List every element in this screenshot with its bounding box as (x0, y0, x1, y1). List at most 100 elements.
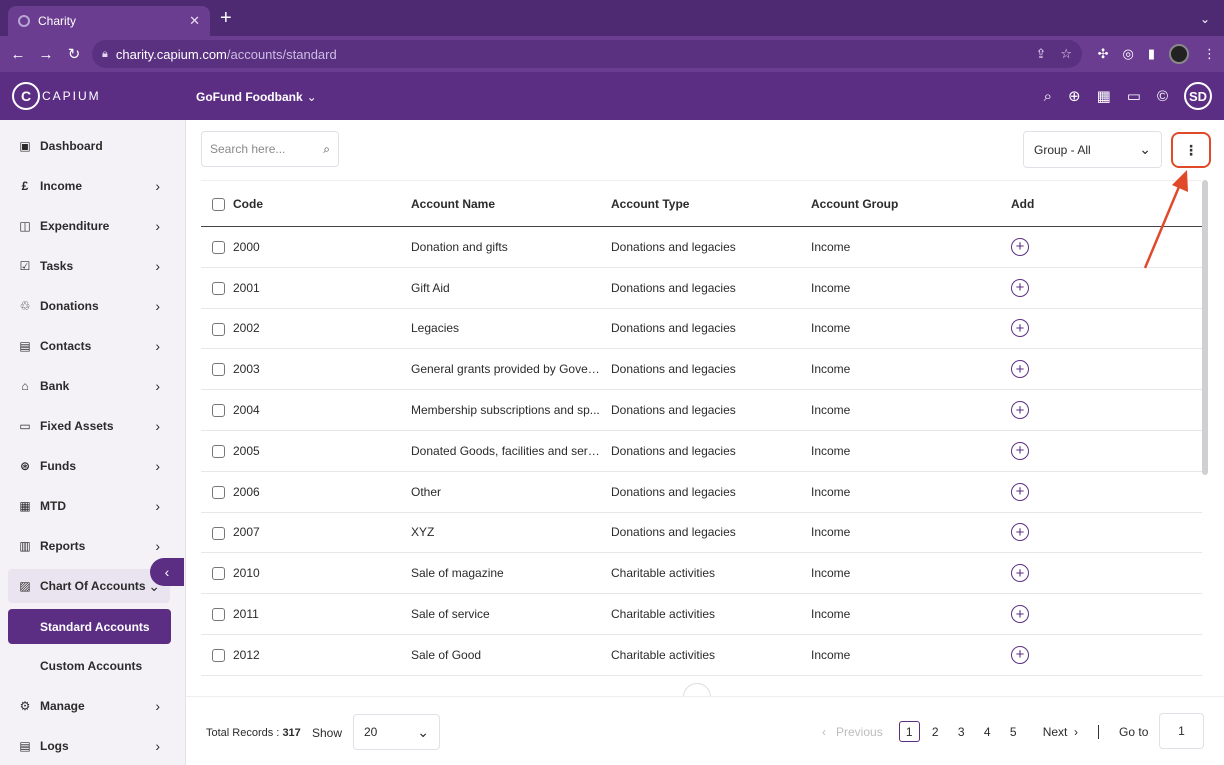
row-checkbox[interactable] (212, 608, 225, 622)
add-icon[interactable]: + (1011, 441, 1029, 460)
capium-c-icon[interactable]: © (1156, 87, 1168, 105)
profile-avatar-icon[interactable] (1169, 44, 1189, 64)
chevron-right-icon: › (155, 458, 160, 474)
page-size-select[interactable]: 20 ⌄ (353, 714, 440, 750)
table-scrollbar[interactable] (1202, 180, 1208, 475)
table-row[interactable]: 2000 Donation and gifts Donations and lega… (201, 227, 1202, 268)
add-circle-icon[interactable]: ⊕ (1067, 88, 1081, 105)
browser-menu-icon[interactable]: ⋮ (1203, 46, 1216, 61)
add-icon[interactable]: + (1011, 360, 1029, 379)
table-row[interactable]: 2011 Sale of service Charitable activities… (201, 594, 1202, 635)
select-all-checkbox[interactable] (212, 197, 225, 211)
chevron-right-icon: › (155, 298, 160, 314)
row-checkbox[interactable] (212, 404, 225, 418)
back-icon[interactable]: ← (10, 45, 26, 63)
org-switcher[interactable]: GoFund Foodbank ⌄ (196, 90, 317, 104)
address-bar[interactable]: 🔒︎ charity.capium.com/accounts/standard … (92, 40, 1082, 68)
row-checkbox[interactable] (212, 567, 225, 581)
sidebar-item-mtd[interactable]: ▦ MTD › (19, 498, 160, 514)
add-icon[interactable]: + (1011, 401, 1029, 420)
search-input[interactable] (210, 142, 310, 156)
next-page-button[interactable]: Next › (1042, 724, 1079, 739)
goto-page-input[interactable]: 1 (1159, 713, 1204, 749)
row-checkbox[interactable] (212, 322, 225, 336)
add-icon[interactable]: + (1011, 564, 1029, 583)
add-icon[interactable]: + (1011, 319, 1029, 338)
sidebar-item-tasks[interactable]: ☑ Tasks › (19, 258, 160, 274)
forward-icon[interactable]: → (38, 45, 54, 63)
column-header-account-group[interactable]: Account Group (811, 196, 899, 211)
reload-icon[interactable]: ↻ (67, 46, 81, 63)
page-5-button[interactable]: 5 (1009, 724, 1017, 739)
table-row[interactable]: 2003 General grants provided by Gover... D… (201, 349, 1202, 391)
add-icon[interactable]: + (1011, 278, 1029, 297)
sidebar-item-bank[interactable]: ⌂ Bank › (8, 369, 170, 403)
close-tab-icon[interactable]: ✕ (189, 13, 200, 28)
row-checkbox[interactable] (212, 445, 225, 459)
account-group: Income (811, 239, 851, 254)
apps-grid-icon[interactable]: ▦ (1096, 88, 1111, 105)
page-2-button[interactable]: 2 (931, 724, 939, 739)
column-header-account-type[interactable]: Account Type (611, 196, 690, 211)
share-icon[interactable]: ⇪ (1035, 46, 1047, 61)
page-4-button[interactable]: 4 (983, 724, 991, 739)
sidebar-item-manage[interactable]: ⚙ Manage › (19, 698, 160, 714)
extension-icon[interactable]: ◎ (1122, 46, 1134, 61)
row-checkbox[interactable] (212, 526, 225, 540)
sidebar-item-reports[interactable]: ▥ Reports › (19, 538, 160, 554)
search-box[interactable]: ⌕ (201, 131, 339, 167)
capium-logo[interactable]: C CAPIUM (12, 82, 101, 110)
table-row[interactable]: 2002 Legacies Donations and legacies Income… (201, 309, 1202, 350)
more-options-button[interactable]: ⋮ (1171, 132, 1211, 168)
chevron-down-icon[interactable]: ⌄ (1199, 12, 1210, 26)
row-checkbox[interactable] (212, 363, 225, 377)
divider (1098, 724, 1100, 739)
page-3-button[interactable]: 3 (957, 724, 965, 739)
sidebar-item-logs[interactable]: ▤ Logs › (19, 738, 160, 754)
page-1-button[interactable]: 1 (898, 721, 920, 742)
row-checkbox[interactable] (212, 649, 225, 663)
collapse-sidebar-button[interactable]: ‹ (150, 558, 184, 586)
sidebar-item-standard-accounts[interactable]: Standard Accounts (8, 609, 171, 644)
previous-page-button[interactable]: ‹ Previous (822, 724, 883, 739)
table-row[interactable]: 2010 Sale of magazine Charitable activitie… (201, 553, 1202, 595)
add-icon[interactable]: + (1011, 645, 1029, 664)
search-icon[interactable]: ⌕ (1043, 87, 1052, 105)
group-select[interactable]: Group - All ⌄ (1023, 131, 1162, 168)
fixed-assets-icon: ▭ (19, 419, 31, 433)
row-checkbox[interactable] (212, 241, 225, 255)
ticket-icon[interactable]: ▭ (1126, 88, 1141, 105)
goto-label: Go to (1119, 724, 1149, 739)
user-avatar[interactable]: SD (1184, 82, 1212, 110)
column-header-account-name[interactable]: Account Name (411, 196, 496, 211)
table-row[interactable]: 2007 XYZ Donations and legacies Income + (201, 513, 1202, 554)
search-icon[interactable]: ⌕ (323, 141, 330, 156)
add-icon[interactable]: + (1011, 482, 1029, 501)
sidebar-item-expenditure[interactable]: ◫ Expenditure › (19, 218, 160, 234)
table-row[interactable]: 2005 Donated Goods, facilities and serv..… (201, 431, 1202, 472)
bookmark-star-icon[interactable]: ☆ (1060, 46, 1072, 61)
extensions-puzzle-icon[interactable]: ✣ (1097, 46, 1109, 61)
sidebar-item-contacts[interactable]: ▤ Contacts › (19, 338, 160, 354)
add-icon[interactable]: + (1011, 605, 1029, 624)
table-row[interactable]: 2012 Sale of Good Charitable activities Inc… (201, 635, 1202, 676)
sidebar-item-donations[interactable]: ♲ Donations › (19, 298, 160, 314)
row-checkbox[interactable] (212, 281, 225, 295)
row-checkbox[interactable] (212, 485, 225, 499)
sidebar-item-funds[interactable]: ⊛ Funds › (19, 458, 160, 474)
add-icon[interactable]: + (1011, 523, 1029, 542)
sidebar-item-income[interactable]: £ Income › (8, 169, 170, 203)
add-icon[interactable]: + (1011, 237, 1029, 256)
sidebar-item-chart-of-accounts[interactable]: ▨ Chart Of Accounts ⌄ (8, 569, 170, 603)
column-header-code[interactable]: Code (233, 196, 263, 211)
table-row[interactable]: 2001 Gift Aid Donations and legacies Income… (201, 268, 1202, 309)
browser-toolbar: ← → ↻ 🔒︎ charity.capium.com/accounts/sta… (0, 36, 1224, 72)
table-row[interactable]: 2006 Other Donations and legacies Income + (201, 472, 1202, 513)
sidebar-item-custom-accounts[interactable]: Custom Accounts (40, 659, 143, 673)
new-tab-icon[interactable]: + (220, 7, 232, 29)
sidebar-item-dashboard[interactable]: ▣ Dashboard (19, 139, 103, 153)
sidepanel-icon[interactable]: ▮ (1147, 46, 1155, 61)
table-row[interactable]: 2004 Membership subscriptions and sp... Do… (201, 390, 1202, 431)
browser-tab[interactable]: Charity ✕ (8, 6, 210, 36)
sidebar-item-fixed-assets[interactable]: ▭ Fixed Assets › (19, 418, 160, 434)
